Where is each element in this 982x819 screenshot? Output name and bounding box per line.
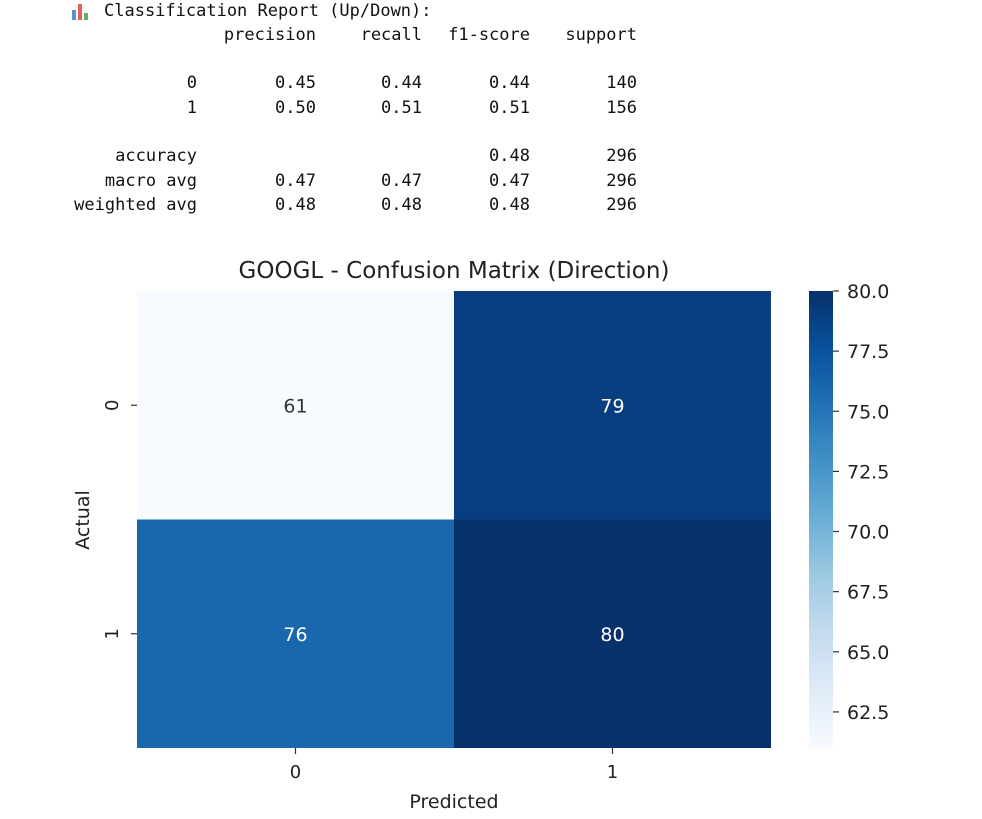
row-support: 296 xyxy=(606,171,637,191)
row-support: 156 xyxy=(606,98,637,118)
row-precision: 0.48 xyxy=(275,195,316,215)
row-f1: 0.48 xyxy=(489,195,530,215)
x-tick-label: 1 xyxy=(607,762,618,783)
row-support: 296 xyxy=(606,146,637,166)
colorbar-tick-label: 70.0 xyxy=(847,522,889,544)
row-support: 296 xyxy=(606,195,637,215)
colorbar-tick-label: 80.0 xyxy=(847,281,889,303)
y-tick-label: 0 xyxy=(102,400,123,411)
row-label: 0 xyxy=(186,73,197,93)
heatmap-cell xyxy=(454,291,771,520)
row-f1: 0.51 xyxy=(489,98,530,118)
colorbar-tick-label: 75.0 xyxy=(847,401,889,423)
classification-report: Classification Report (Up/Down): precisi… xyxy=(0,0,982,230)
row-precision: 0.47 xyxy=(275,171,316,191)
row-f1: 0.47 xyxy=(489,171,530,191)
header-support: support xyxy=(565,25,637,45)
report-title-row: Classification Report (Up/Down): xyxy=(72,0,432,22)
cell-annotation: 76 xyxy=(283,624,307,646)
colorbar-tick-label: 77.5 xyxy=(847,341,889,363)
heatmap-cell xyxy=(454,519,771,748)
chart-title: GOOGL - Confusion Matrix (Direction) xyxy=(239,258,670,284)
header-f1-score: f1-score xyxy=(448,25,530,45)
row-recall: 0.51 xyxy=(381,98,422,118)
row-precision: 0.50 xyxy=(275,98,316,118)
row-label: accuracy xyxy=(115,146,197,166)
row-f1: 0.44 xyxy=(489,73,530,93)
x-axis-label: Predicted xyxy=(409,791,498,813)
cell-annotation: 80 xyxy=(600,624,624,646)
row-recall: 0.44 xyxy=(381,73,422,93)
header-precision: precision xyxy=(223,25,316,45)
row-recall: 0.48 xyxy=(381,195,422,215)
row-label: 1 xyxy=(186,98,197,118)
colorbar-tick-label: 67.5 xyxy=(847,582,889,604)
heatmap-cell xyxy=(137,291,454,520)
x-tick-label: 0 xyxy=(290,762,301,783)
cell-annotation: 79 xyxy=(600,395,624,417)
bar-chart-icon xyxy=(72,2,90,20)
row-label: weighted avg xyxy=(74,195,197,215)
header-recall: recall xyxy=(360,25,422,45)
row-precision: 0.45 xyxy=(275,73,316,93)
y-axis-label: Actual xyxy=(72,490,94,550)
colorbar xyxy=(809,291,833,748)
row-support: 140 xyxy=(606,73,637,93)
heatmap-cell xyxy=(137,519,454,748)
colorbar-tick-label: 62.5 xyxy=(847,702,889,724)
row-label: macro avg xyxy=(104,171,197,191)
cell-annotation: 61 xyxy=(283,395,307,417)
row-recall: 0.47 xyxy=(381,171,422,191)
y-tick-label: 1 xyxy=(102,628,123,639)
report-title: Classification Report (Up/Down): xyxy=(104,1,432,21)
colorbar-tick-label: 65.0 xyxy=(847,642,889,664)
colorbar-tick-label: 72.5 xyxy=(847,461,889,483)
row-f1: 0.48 xyxy=(489,146,530,166)
